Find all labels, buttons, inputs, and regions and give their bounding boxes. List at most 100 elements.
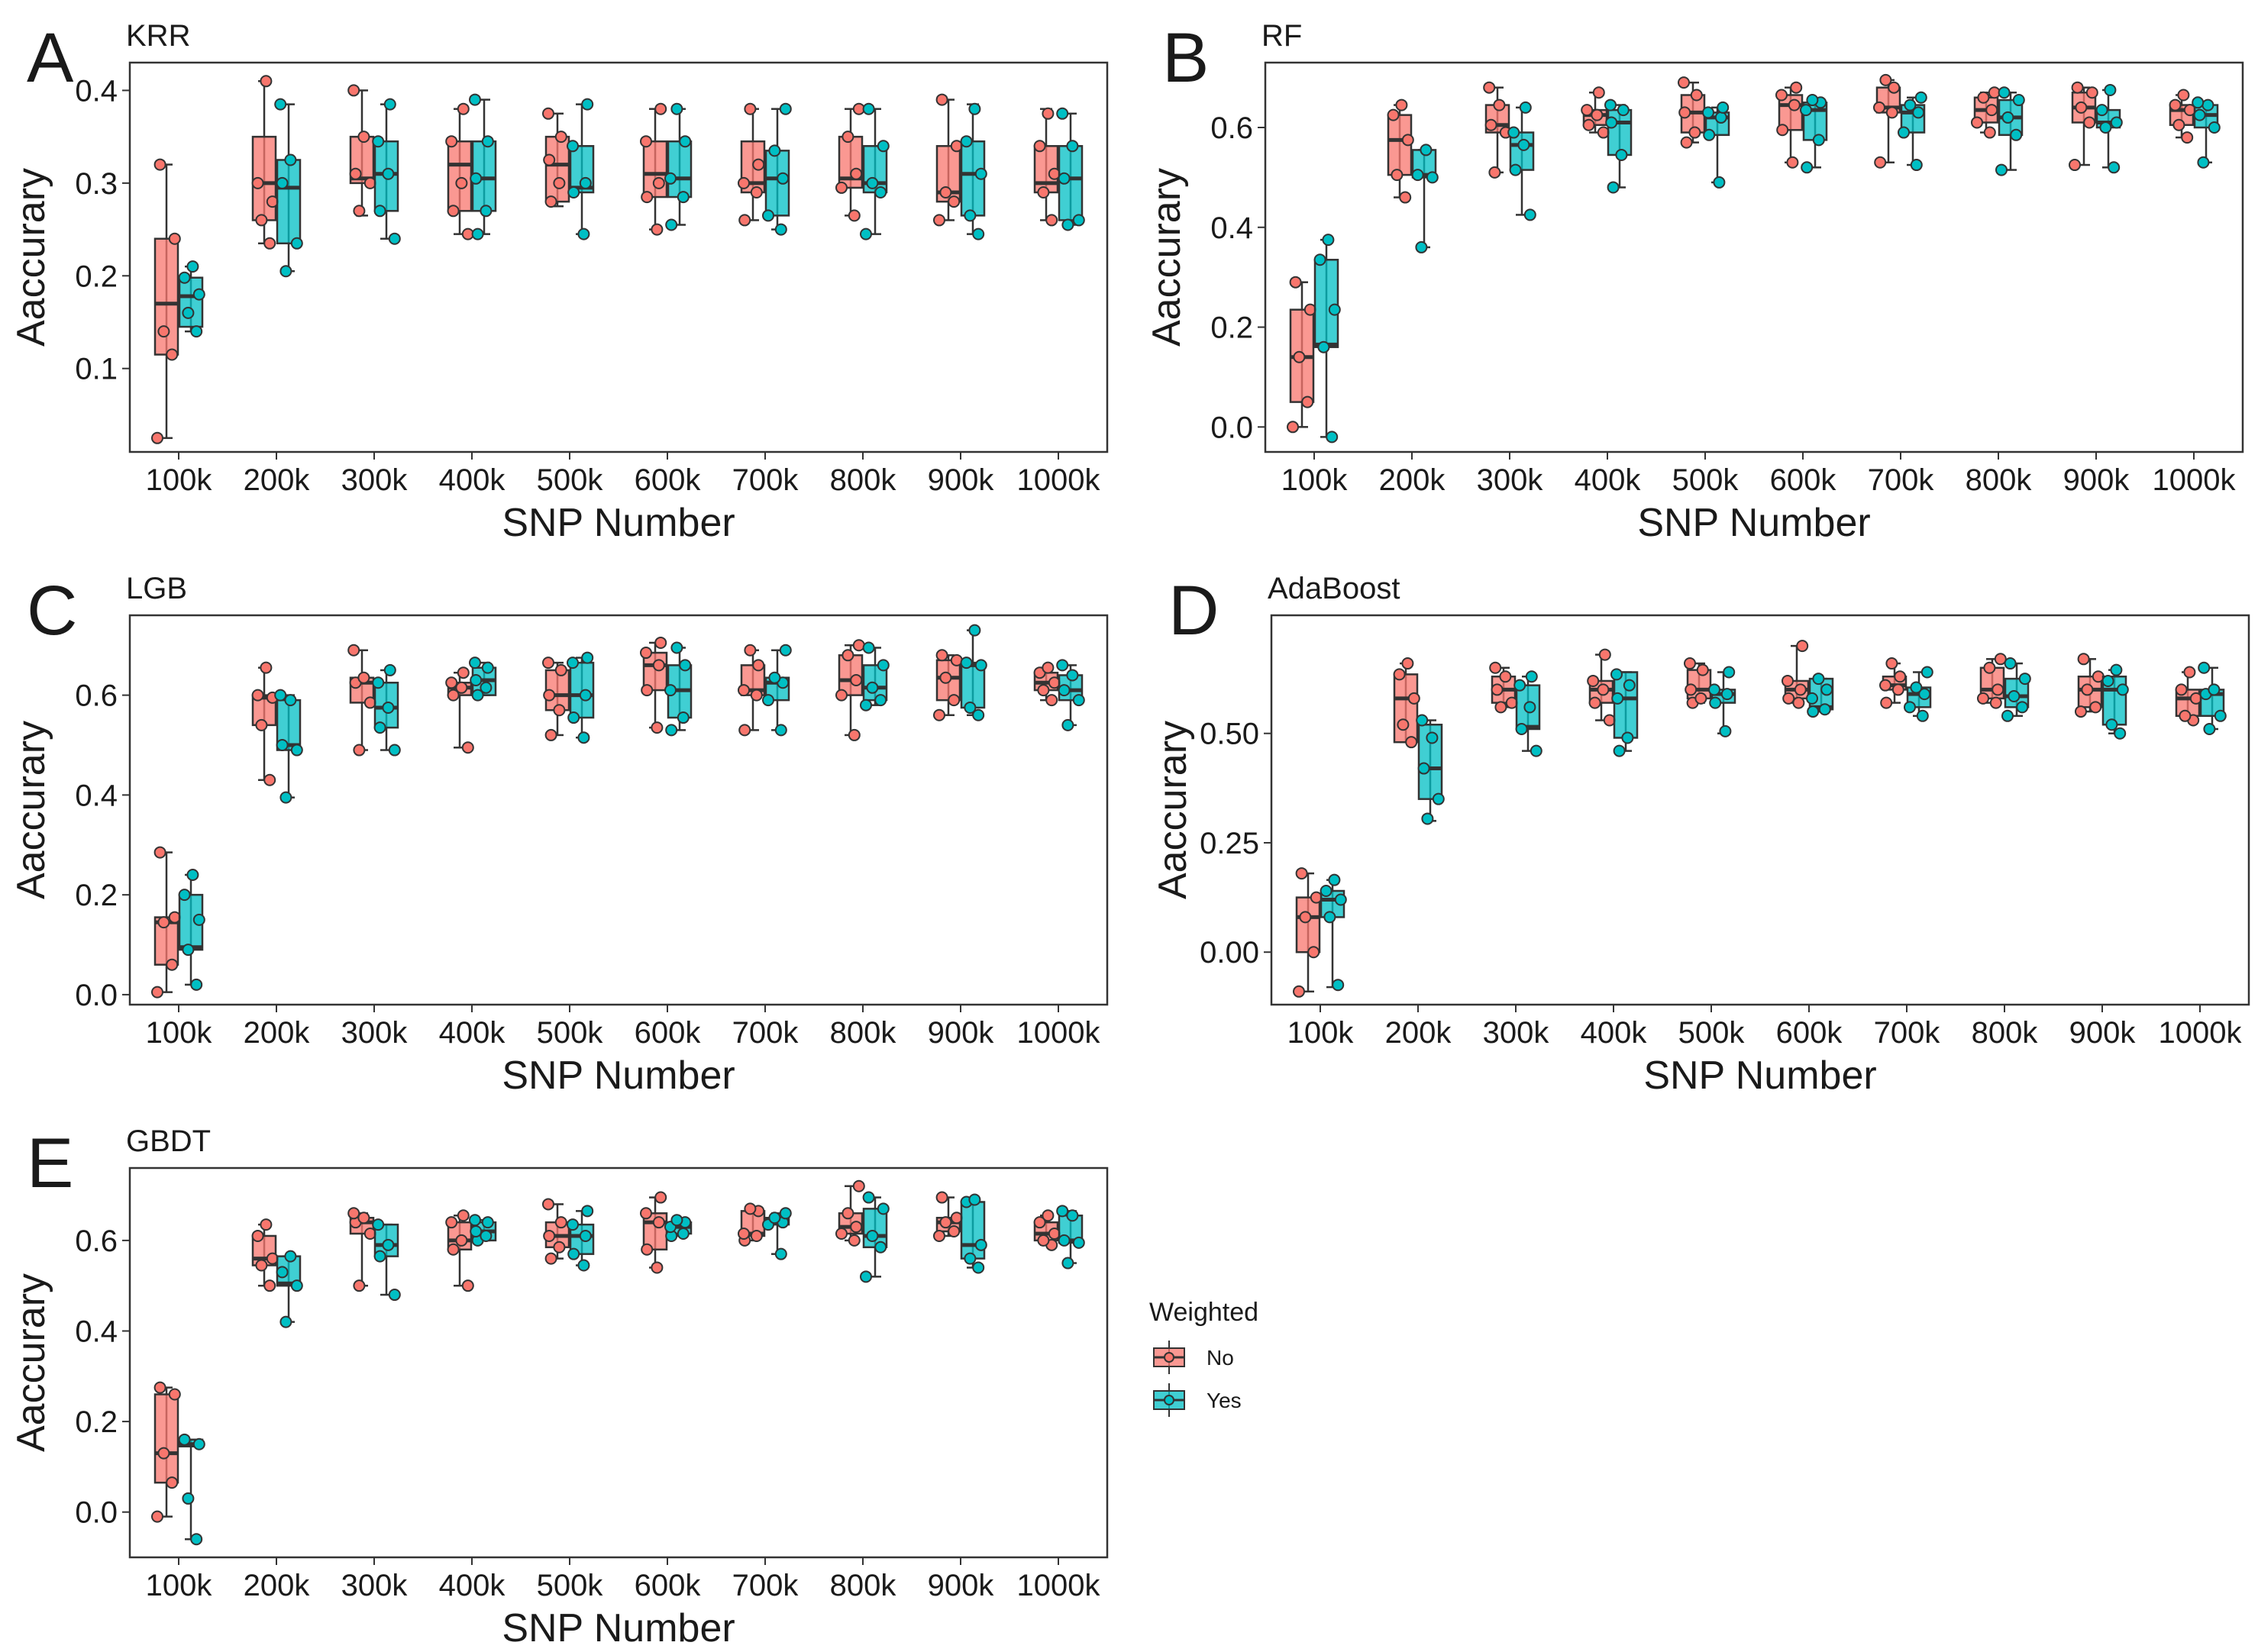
data-point (363, 1227, 376, 1240)
data-point (1806, 94, 1819, 107)
data-point (1488, 166, 1501, 179)
data-point (1493, 98, 1506, 111)
data-point (373, 721, 386, 734)
box-yes-800k (860, 641, 890, 711)
data-point (186, 260, 199, 273)
box-no-700k (738, 102, 766, 227)
data-point (948, 1225, 961, 1238)
data-point (1684, 657, 1696, 670)
panel-title: GBDT (126, 1124, 211, 1158)
data-point (470, 674, 483, 686)
data-point (279, 1315, 292, 1328)
data-point (738, 1227, 750, 1240)
box-no-400k (445, 1209, 474, 1292)
data-point (738, 724, 751, 737)
data-point (750, 186, 763, 198)
data-point (774, 724, 787, 737)
box-yes-500k (567, 98, 595, 240)
data-point (151, 986, 163, 999)
box-no-800k (1977, 653, 2007, 709)
data-point (948, 694, 961, 707)
box-yes-700k (762, 644, 792, 737)
data-point (554, 131, 567, 144)
data-point (274, 689, 287, 702)
data-point (2214, 709, 2227, 722)
data-point (1597, 126, 1610, 139)
data-point (1820, 683, 1833, 696)
data-point (383, 663, 396, 676)
data-point (1072, 694, 1085, 707)
data-point (2075, 101, 2088, 114)
data-point (1310, 891, 1323, 904)
data-point (567, 140, 579, 153)
box-body (276, 159, 302, 245)
data-point (665, 218, 678, 231)
y-tick-label: 0.3 (75, 167, 118, 201)
data-point (933, 1229, 945, 1242)
data-point (178, 271, 191, 284)
data-point (1432, 792, 1445, 805)
data-point (2179, 709, 2192, 722)
data-point (153, 1381, 166, 1394)
data-point (848, 1234, 861, 1247)
data-point (455, 1234, 468, 1247)
legend-label: Yes (1207, 1389, 1242, 1412)
data-point (2071, 81, 2084, 94)
x-axis-title: SNP Number (502, 1053, 735, 1098)
data-point (1910, 159, 1923, 172)
data-point (848, 728, 861, 741)
box-no-600k (640, 102, 668, 236)
data-point (862, 102, 875, 115)
data-point (577, 731, 590, 744)
x-tick-label: 300k (341, 463, 409, 497)
data-point (2198, 661, 2211, 674)
data-point (933, 708, 945, 721)
data-point (1874, 156, 1887, 169)
x-tick-label: 1000k (1017, 1016, 1101, 1050)
x-tick-label: 500k (1672, 463, 1740, 497)
data-point (1515, 722, 1528, 735)
box-no-1000k (2175, 666, 2202, 727)
data-point (168, 1388, 181, 1401)
data-point (744, 644, 757, 657)
data-point (290, 237, 303, 250)
data-point (1991, 683, 2004, 696)
box-body (1509, 131, 1535, 171)
data-point (290, 1279, 303, 1292)
data-point (2077, 653, 2090, 666)
data-point (372, 1218, 385, 1231)
box-yes-900k (2095, 83, 2123, 174)
data-point (1317, 340, 1330, 353)
data-point (1397, 718, 1410, 731)
x-tick-label: 500k (1678, 1016, 1746, 1050)
data-point (2169, 98, 2182, 111)
x-tick-label: 400k (1575, 463, 1642, 497)
data-point (1786, 156, 1799, 169)
data-point (1058, 172, 1071, 185)
data-point (461, 741, 474, 754)
data-point (567, 186, 580, 198)
box-yes-900k (2101, 663, 2129, 740)
data-point (1042, 107, 1055, 120)
data-point (1790, 81, 1803, 94)
legend-key-no (1153, 1341, 1185, 1374)
data-point (1581, 104, 1594, 117)
box-yes-900k (960, 624, 987, 721)
box-yes-800k (1995, 86, 2025, 176)
data-point (1719, 724, 1732, 737)
box-no-200k (251, 661, 279, 786)
data-point (752, 659, 765, 672)
data-point (2008, 690, 2021, 703)
data-point (664, 684, 677, 697)
data-point (567, 1218, 579, 1231)
data-point (579, 1229, 592, 1242)
data-point (471, 227, 484, 240)
y-axis-title: Aaccurary (9, 721, 53, 899)
data-point (480, 681, 493, 694)
x-tick-label: 700k (1868, 463, 1935, 497)
data-point (353, 205, 366, 218)
data-point (276, 1266, 289, 1279)
box-no-400k (1581, 86, 1610, 139)
data-point (1056, 659, 1069, 672)
data-point (640, 135, 652, 148)
